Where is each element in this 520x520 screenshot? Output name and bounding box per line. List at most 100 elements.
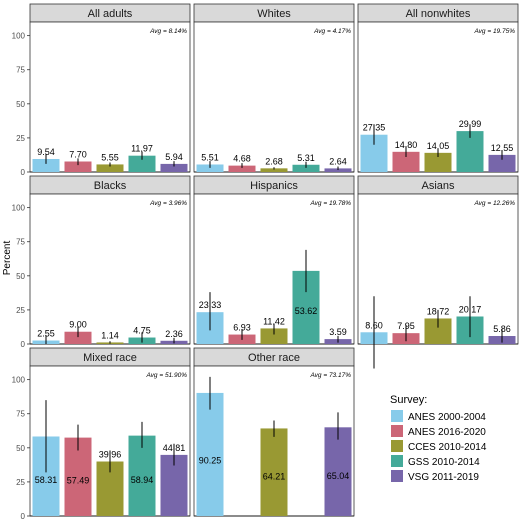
- facet-title: All adults: [88, 8, 133, 20]
- bar-value-label: 2.68: [265, 156, 283, 166]
- bar-value-label: 27.35: [363, 123, 386, 133]
- bar-value-label: 39.96: [99, 450, 122, 460]
- bar: [292, 164, 320, 172]
- bar-value-label: 11.42: [263, 316, 285, 326]
- facet-title: All nonwhites: [406, 8, 471, 20]
- bar: [488, 154, 516, 172]
- y-tick-label: 75: [16, 238, 25, 247]
- bar-value-label: 18.72: [427, 306, 450, 316]
- bar: [128, 435, 156, 516]
- legend-swatch: [391, 440, 403, 452]
- bar-value-label: 4.68: [233, 154, 251, 164]
- avg-annotation: Avg = 8.14%: [149, 28, 187, 35]
- facet-panel: All adults 0 25 50 75 100 Avg = 8.14% 9.54 7.70 5…: [12, 3, 191, 177]
- bar-value-label: 5.31: [297, 153, 315, 163]
- bar: [392, 151, 420, 172]
- legend-item-label: GSS 2010-2014: [408, 457, 480, 468]
- avg-annotation: Avg = 19.78%: [309, 200, 351, 207]
- bar-value-label: 8.60: [365, 320, 383, 330]
- avg-annotation: Avg = 19.75%: [473, 28, 515, 35]
- bar: [64, 161, 92, 172]
- bar: [64, 331, 92, 344]
- bar: [228, 165, 256, 172]
- bar-value-label: 14.05: [427, 141, 450, 151]
- facet-title: Blacks: [94, 180, 127, 192]
- y-tick-label: 25: [16, 478, 25, 487]
- bar-value-label: 23.33: [199, 300, 222, 310]
- bar: [196, 392, 224, 516]
- bar-value-label: 5.55: [101, 152, 119, 162]
- bar-value-label: 29.99: [459, 119, 482, 129]
- y-tick-label: 50: [16, 272, 25, 281]
- bar: [324, 427, 352, 516]
- avg-annotation: Avg = 4.17%: [313, 28, 351, 35]
- bar-value-label: 14.80: [395, 140, 418, 150]
- legend-item-label: CCES 2010-2014: [408, 442, 487, 453]
- y-tick-label: 75: [16, 66, 25, 75]
- bar: [260, 328, 288, 344]
- bar: [64, 437, 92, 516]
- bar-value-label: 58.94: [131, 475, 154, 485]
- facet-panel: All nonwhites Avg = 19.75% 27.35 14.80 14.05…: [357, 3, 519, 173]
- facet-title: Mixed race: [83, 352, 137, 364]
- legend-item-label: ANES 2000-2004: [408, 412, 486, 423]
- avg-annotation: Avg = 12.26%: [473, 200, 515, 207]
- y-tick-label: 100: [12, 376, 26, 385]
- y-tick-label: 0: [21, 168, 26, 177]
- plot-area: [29, 21, 191, 173]
- bar: [260, 168, 288, 172]
- bar-value-label: 9.54: [37, 147, 55, 157]
- facet-title: Hispanics: [250, 180, 298, 192]
- bar-value-label: 5.94: [165, 152, 183, 162]
- y-tick-label: 0: [21, 340, 26, 349]
- bar-value-label: 7.95: [397, 321, 415, 331]
- facet-title: Whites: [257, 8, 291, 20]
- y-tick-label: 100: [12, 204, 26, 213]
- legend-item-label: VSG 2011-2019: [408, 472, 479, 483]
- bar-value-label: 1.14: [101, 330, 119, 340]
- bar-value-label: 44.81: [163, 443, 186, 453]
- facet-title: Asians: [421, 180, 455, 192]
- legend-item-label: ANES 2016-2020: [408, 427, 486, 438]
- bar-value-label: 57.49: [67, 476, 90, 486]
- legend-swatch: [391, 470, 403, 482]
- bar: [32, 158, 60, 172]
- bar-value-label: 58.31: [35, 475, 58, 485]
- bar: [324, 168, 352, 172]
- bar-value-label: 6.93: [233, 323, 251, 333]
- y-tick-label: 50: [16, 100, 25, 109]
- y-tick-label: 75: [16, 410, 25, 419]
- facet-panels: All adults 0 25 50 75 100 Avg = 8.14% 9.54 7.70 5…: [12, 3, 519, 520]
- legend: Survey: ANES 2000-2004 ANES 2016-2020 CCES…: [390, 394, 487, 483]
- bar-value-label: 2.55: [37, 329, 55, 339]
- bar-value-label: 5.86: [493, 324, 511, 334]
- bar: [160, 163, 188, 172]
- y-tick-label: 50: [16, 444, 25, 453]
- legend-swatch: [391, 455, 403, 467]
- bar-value-label: 64.21: [263, 472, 286, 482]
- avg-annotation: Avg = 51.90%: [145, 372, 187, 379]
- facet-panel: Asians Avg = 12.26% 8.60 7.95 18.72 20.17 5.86: [357, 175, 519, 369]
- bar-value-label: 12.55: [491, 143, 514, 153]
- legend-title: Survey:: [390, 394, 427, 406]
- facet-panel: Mixed race 0 25 50 75 100 Avg = 51.90% 58.31 57.…: [12, 347, 191, 520]
- bar-value-label: 2.64: [329, 156, 347, 166]
- plot-area: [29, 193, 191, 345]
- bar-value-label: 53.62: [295, 306, 318, 316]
- y-axis-label: Percent: [2, 241, 13, 276]
- legend-swatch: [391, 410, 403, 422]
- facet-panel: Other race Avg = 73.17% 90.25 64.21 65.04: [193, 347, 355, 517]
- bar-value-label: 9.00: [69, 320, 87, 330]
- bar: [96, 164, 124, 172]
- bar: [260, 428, 288, 516]
- bar-value-label: 11.97: [131, 144, 153, 154]
- legend-swatch: [391, 425, 403, 437]
- plot-area: [193, 21, 355, 173]
- bar-value-label: 4.75: [133, 326, 151, 336]
- bar-value-label: 2.36: [165, 329, 183, 339]
- facet-panel: Hispanics Avg = 19.78% 23.33 6.93 11.42 53.62…: [193, 175, 355, 345]
- bar: [196, 164, 224, 172]
- facet-panel: Whites Avg = 4.17% 5.51 4.68 2.68 5.31 2.64: [193, 3, 355, 173]
- y-tick-label: 25: [16, 306, 25, 315]
